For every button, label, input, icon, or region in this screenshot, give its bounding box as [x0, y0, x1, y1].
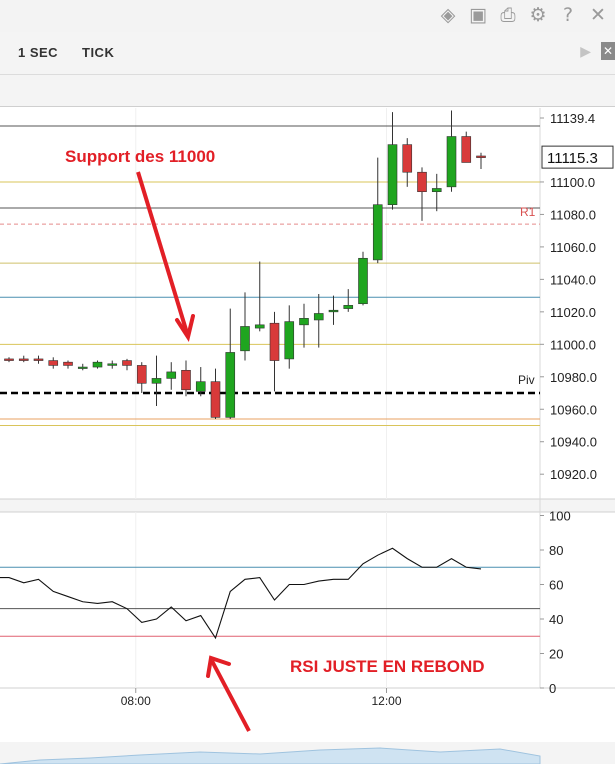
candle-body [387, 144, 398, 205]
last-price-label: 11115.3 [547, 150, 598, 167]
y-tick-label: 11139.4 [550, 111, 595, 126]
gear-icon[interactable]: ⚙ [529, 4, 547, 26]
rsi-arrow [210, 660, 251, 732]
candle-body [402, 144, 413, 173]
chart-header-band [0, 75, 615, 107]
x-tick-label: 12:00 [371, 694, 401, 708]
help-icon[interactable]: ? [562, 4, 574, 26]
candle-body [328, 309, 339, 313]
candle-body [240, 326, 250, 352]
rsi-tick-label: 60 [549, 578, 563, 593]
candle-body [18, 358, 29, 361]
y-tick-label: 11060.0 [550, 240, 596, 255]
candle-body [122, 360, 132, 366]
candle-body [151, 378, 162, 384]
rsi-line [0, 547, 482, 640]
candle-body [210, 381, 221, 418]
pivot-label: Piv [518, 373, 535, 387]
last-price-box [541, 145, 614, 169]
candle-body [77, 366, 88, 369]
close-icon[interactable]: ✕ [590, 4, 606, 26]
candle-body [4, 358, 14, 361]
candle-body [461, 136, 472, 163]
image-icon[interactable]: ▣ [469, 4, 487, 26]
candle-body [225, 352, 236, 418]
candle-body [269, 322, 280, 361]
tab-tick[interactable]: TICK [82, 45, 115, 60]
timeframe-bar: 1 SEC TICK ▶ ✕ [0, 32, 615, 75]
support-arrow [136, 171, 189, 334]
tab-1-sec[interactable]: 1 SEC [18, 45, 59, 60]
scroll-right-icon[interactable]: ▶ [580, 44, 591, 60]
candle-body [358, 257, 368, 305]
y-tick-label: 10920.0 [550, 467, 597, 482]
candle-body [254, 324, 265, 329]
candle-body [63, 361, 73, 366]
panel-separator [0, 499, 615, 512]
y-tick-label: 10980.0 [550, 370, 597, 385]
candle-body [195, 381, 206, 392]
layers-icon[interactable]: ◈ [440, 4, 456, 26]
y-tick-label: 10940.0 [550, 435, 597, 450]
price-panel [0, 108, 615, 499]
rsi-tick-label: 100 [549, 509, 571, 524]
rsi-tick-label: 40 [549, 612, 563, 627]
y-tick-label: 11020.0 [550, 305, 596, 320]
candle-body [446, 136, 457, 188]
candle-body [476, 155, 486, 158]
y-tick-label: 11080.0 [550, 207, 596, 222]
y-tick-label: 11000.0 [550, 337, 596, 352]
candle-body [431, 188, 442, 193]
rsi-tick-label: 0 [549, 681, 556, 696]
x-tick-label: 08:00 [121, 694, 151, 708]
toolbar-icons: ◈ ▣ ⎙ ⚙? ✕ [437, 4, 609, 26]
y-tick-label: 10960.0 [550, 402, 597, 417]
r1-label: R1 [520, 205, 536, 219]
candle-body [417, 171, 427, 193]
rsi-tick-label: 80 [549, 543, 563, 558]
candle-body [181, 369, 191, 391]
candle-body [166, 371, 177, 379]
print-icon[interactable]: ⎙ [500, 4, 516, 26]
y-tick-label: 11100.0 [550, 175, 595, 190]
support-arrow-head [175, 314, 195, 343]
rsi-arrow-head [206, 655, 231, 678]
navigator-area [0, 747, 541, 764]
candle-body [107, 363, 118, 366]
rsi-tick-label: 20 [549, 647, 563, 662]
candle-body [343, 305, 354, 309]
candle-body [33, 358, 44, 361]
candle-body [92, 361, 103, 368]
support-annotation: Support des 11000 [65, 147, 215, 166]
candle-body [313, 313, 324, 321]
y-tick-label: 11040.0 [550, 272, 596, 287]
candle-body [136, 365, 147, 384]
top-toolbar: ◈ ▣ ⎙ ⚙? ✕ [0, 0, 615, 32]
rsi-annotation: RSI JUSTE EN REBOND [290, 657, 485, 676]
candle-body [284, 321, 295, 360]
candle-body [372, 204, 383, 261]
candle-body [299, 318, 309, 326]
close-panel-icon[interactable]: ✕ [601, 42, 615, 60]
candle-body [48, 360, 59, 366]
